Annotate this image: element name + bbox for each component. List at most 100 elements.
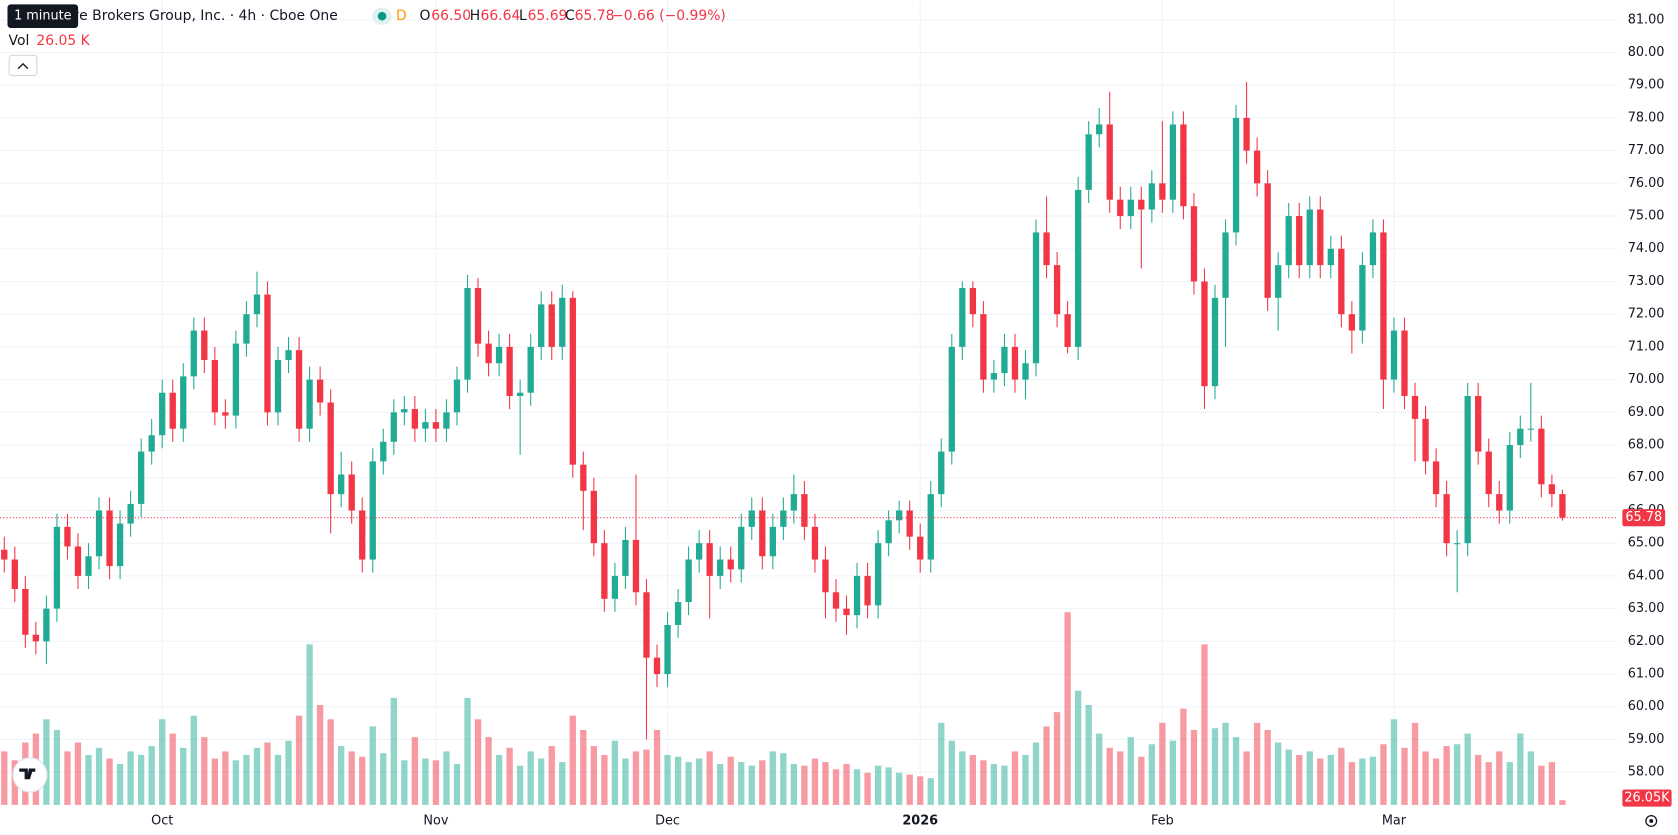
candle-body (948, 346, 955, 452)
candle-body (495, 346, 503, 364)
candle-body (1117, 199, 1124, 217)
volume-bar (1559, 800, 1566, 805)
candle-body (180, 376, 187, 429)
candle-body (801, 494, 808, 527)
candle-body (927, 494, 934, 560)
candle-body (780, 510, 787, 527)
volume-bar (980, 760, 987, 805)
candle-body (896, 510, 903, 521)
candle-body (1127, 199, 1134, 217)
candle-body (32, 634, 40, 642)
volume-bar (516, 765, 524, 805)
candle-body (938, 451, 945, 495)
volume-bar (843, 763, 850, 805)
volume-bar (390, 697, 397, 805)
volume-bar (295, 715, 303, 805)
volume-bar (464, 697, 471, 805)
volume-bar (1432, 758, 1440, 805)
tooltip-box (7, 4, 79, 28)
y-tick-label: 78.00 (1628, 110, 1665, 125)
volume-bar (611, 740, 619, 805)
candle-body (327, 402, 334, 495)
candle-body (306, 379, 313, 429)
candle-body (969, 288, 977, 315)
volume-bar (1074, 690, 1082, 805)
volume-bar (1411, 722, 1419, 805)
symbol-title[interactable]: Interactive Brokers Group, Inc. · 4h · C… (13, 8, 338, 24)
volume-bar (1064, 612, 1071, 805)
candle-body (1359, 265, 1366, 331)
volume-bar (885, 767, 892, 805)
volume-bar (580, 729, 587, 805)
candle-body (137, 451, 145, 504)
candle-body (822, 559, 829, 593)
candle-body (116, 523, 124, 567)
candle-body (1032, 232, 1040, 364)
candle-body (1138, 199, 1145, 210)
y-tick-label: 64.00 (1628, 568, 1665, 583)
candle-body (359, 510, 366, 560)
volume-bar (137, 754, 145, 805)
volume-bar (1264, 729, 1271, 805)
volume-bar (1043, 726, 1050, 805)
y-tick-label: 77.00 (1628, 143, 1665, 158)
y-tick-label: 80.00 (1628, 45, 1665, 60)
candle-body (506, 346, 513, 396)
volume-bar (485, 737, 492, 805)
volume-bar (380, 753, 387, 805)
volume-bar (1443, 746, 1450, 805)
candle-body (1348, 314, 1356, 331)
candle-body (190, 330, 197, 377)
candle-body (1222, 232, 1229, 298)
candle-body (759, 510, 766, 557)
ohlc-label: L (519, 8, 527, 24)
ohlc-label: H (470, 8, 480, 24)
tooltip-text: 1 minute (14, 9, 72, 24)
candle-body (1548, 484, 1556, 495)
volume-bar (106, 758, 113, 805)
candle-body (95, 510, 103, 557)
y-tick-label: 81.00 (1628, 12, 1665, 27)
candle-body (43, 608, 50, 642)
volume-bar (169, 733, 176, 805)
candle-body (1517, 428, 1524, 446)
volume-bar (432, 760, 440, 805)
volume-bar (1085, 705, 1092, 805)
volume-bar (1538, 765, 1545, 805)
volume-bar (917, 776, 924, 805)
x-tick-label: Oct (151, 813, 173, 828)
volume-bar (222, 751, 229, 805)
candle-body (569, 297, 576, 465)
candle-body (1453, 543, 1461, 545)
candle-body (516, 392, 524, 396)
candle-body (643, 592, 650, 658)
candle-body (601, 543, 608, 599)
candle-body (590, 490, 598, 544)
candle-body (1190, 206, 1198, 282)
collapse-button[interactable] (8, 54, 38, 77)
volume-bar (1001, 765, 1008, 805)
candle-body (1527, 428, 1534, 430)
candle-body (1148, 183, 1155, 210)
volume-bar (896, 772, 903, 805)
volume-bar (822, 762, 829, 805)
volume-bar (1327, 754, 1334, 805)
volume-bar (811, 758, 819, 805)
candle-body (653, 657, 661, 675)
volume-label: Vol (9, 33, 30, 49)
candle-body (253, 294, 261, 315)
candle-body (1243, 117, 1250, 151)
candle-body (443, 412, 450, 429)
volume-bar (348, 751, 355, 805)
y-tick-label: 71.00 (1628, 339, 1665, 354)
settings-icon[interactable] (1645, 814, 1658, 827)
candle-body (1, 549, 8, 560)
candle-body (738, 526, 745, 570)
volume-bar (338, 746, 345, 805)
volume-bar (127, 751, 134, 805)
volume-bar (359, 756, 366, 805)
candle-body (1327, 248, 1334, 266)
volume-bar (148, 746, 155, 805)
source-flag[interactable]: D (396, 8, 407, 24)
volume-bar (43, 719, 50, 805)
